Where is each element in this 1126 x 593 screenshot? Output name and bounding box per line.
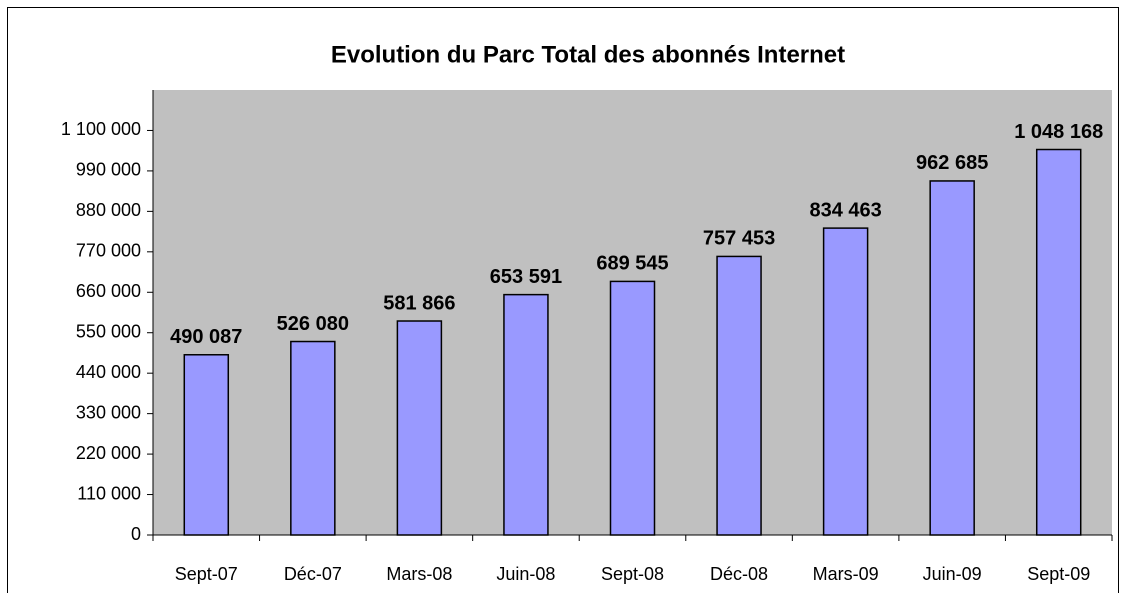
x-tick-label: Juin-09 [923,564,982,584]
bar [503,293,549,536]
y-tick-label: 440 000 [76,362,141,382]
value-label: 962 685 [916,152,988,174]
bar [929,180,975,536]
bar [183,354,230,536]
y-tick-label: 330 000 [76,402,141,422]
x-tick-label: Juin-08 [496,564,555,584]
x-tick-label: Sept-09 [1027,564,1090,584]
bar [290,340,336,536]
y-tick-label: 0 [131,524,141,544]
y-tick-label: 1 100 000 [61,119,141,139]
y-tick-label: 110 000 [77,483,141,503]
bar [609,280,656,536]
y-tick-label: 550 000 [76,321,141,341]
x-tick-label: Sept-08 [601,564,664,584]
x-tick-label: Mars-09 [813,564,879,584]
bar [822,227,869,536]
y-tick-label: 990 000 [76,160,141,180]
x-tick-label: Déc-07 [284,564,342,584]
y-tick-label: 220 000 [76,443,141,463]
y-tick-label: 660 000 [76,281,141,301]
y-tick-label: 770 000 [76,241,141,261]
value-label: 689 545 [596,253,668,275]
value-label: 834 463 [809,199,881,221]
bar [396,320,443,536]
value-label: 757 453 [703,228,775,250]
value-label: 526 080 [277,313,349,335]
bar [716,255,762,536]
value-label: 490 087 [170,326,242,348]
x-tick-label: Mars-08 [386,564,452,584]
value-label: 581 866 [383,292,455,314]
chart-title: Evolution du Parc Total des abonnés Inte… [331,41,845,68]
bar [1035,148,1082,536]
value-label: 653 591 [490,266,562,288]
y-tick-label: 880 000 [76,200,141,220]
x-tick-label: Déc-08 [710,564,768,584]
x-tick-label: Sept-07 [175,564,238,584]
value-label: 1 048 168 [1014,121,1103,143]
